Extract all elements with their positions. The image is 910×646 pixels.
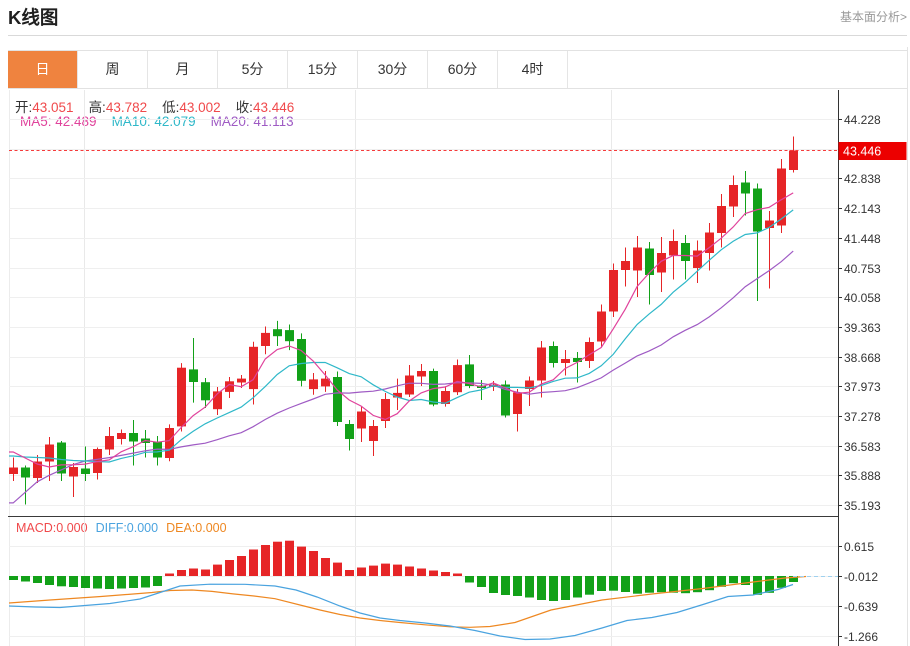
svg-text:35.193: 35.193 [844,499,881,513]
svg-text:44.228: 44.228 [844,113,881,127]
svg-text:39.363: 39.363 [844,321,881,335]
svg-text:-0.639: -0.639 [844,600,878,614]
svg-text:35.888: 35.888 [844,469,881,483]
svg-text:43.446: 43.446 [843,145,881,159]
svg-text:41.448: 41.448 [844,232,881,246]
svg-text:40.058: 40.058 [844,291,881,305]
svg-text:38.668: 38.668 [844,351,881,365]
svg-text:37.973: 37.973 [844,380,881,394]
svg-text:40.753: 40.753 [844,262,881,276]
svg-text:0.615: 0.615 [844,540,874,554]
svg-text:42.143: 42.143 [844,202,881,216]
svg-text:-1.266: -1.266 [844,630,878,644]
svg-text:37.278: 37.278 [844,410,881,424]
svg-text:36.583: 36.583 [844,440,881,454]
svg-text:42.838: 42.838 [844,172,881,186]
svg-text:-0.012: -0.012 [844,570,878,584]
